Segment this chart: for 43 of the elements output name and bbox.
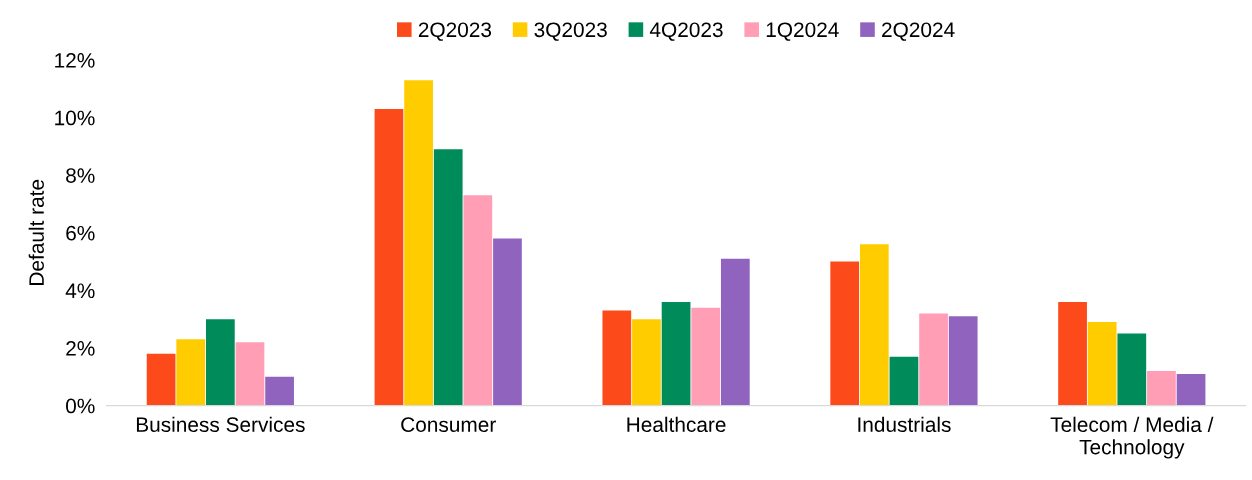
- x-tick-label: Telecom / Media / Technology: [1050, 416, 1214, 459]
- legend-label: 4Q2023: [649, 22, 723, 41]
- y-tick-label: 0%: [66, 398, 95, 414]
- bar: [176, 339, 206, 406]
- y-tick-label: 2%: [66, 341, 95, 356]
- bar: [205, 319, 235, 406]
- x-tick-label: Consumer: [401, 417, 496, 433]
- bar: [948, 316, 978, 406]
- x-tick-label: Healthcare: [627, 416, 726, 433]
- legend-label: 2Q2024: [882, 22, 955, 41]
- bar: [404, 80, 433, 406]
- bar: [265, 376, 294, 406]
- bar: [830, 261, 860, 406]
- legend-label: 2Q2023: [418, 22, 492, 41]
- bar: [602, 310, 632, 406]
- bar: [1117, 333, 1147, 406]
- y-tick-label: 12%: [55, 53, 95, 68]
- bar: [493, 238, 522, 406]
- bar: [859, 244, 889, 406]
- bar: [1176, 373, 1206, 406]
- y-tick-label: 6%: [66, 225, 95, 241]
- bar: [1058, 301, 1087, 406]
- bar: [889, 356, 919, 406]
- bar: [146, 353, 176, 406]
- bar: [919, 313, 948, 406]
- legend-label: 1Q2024: [766, 22, 839, 41]
- y-axis-title: Default rate: [28, 179, 44, 285]
- legend-label: 3Q2023: [534, 22, 607, 41]
- bar: [235, 342, 265, 406]
- bar: [632, 319, 661, 406]
- bar: [1087, 322, 1117, 406]
- x-tick-label: Business Services: [136, 416, 305, 433]
- bar: [720, 258, 750, 406]
- bar: [661, 301, 691, 406]
- y-tick-label: 10%: [55, 110, 95, 126]
- bar: [463, 195, 493, 406]
- bar: [691, 307, 721, 406]
- x-tick-label: Industrials: [858, 416, 951, 433]
- bar: [433, 149, 463, 406]
- y-tick-label: 4%: [65, 283, 95, 299]
- bar: [1147, 371, 1176, 406]
- y-tick-label: 8%: [66, 168, 95, 183]
- bar: [374, 108, 404, 406]
